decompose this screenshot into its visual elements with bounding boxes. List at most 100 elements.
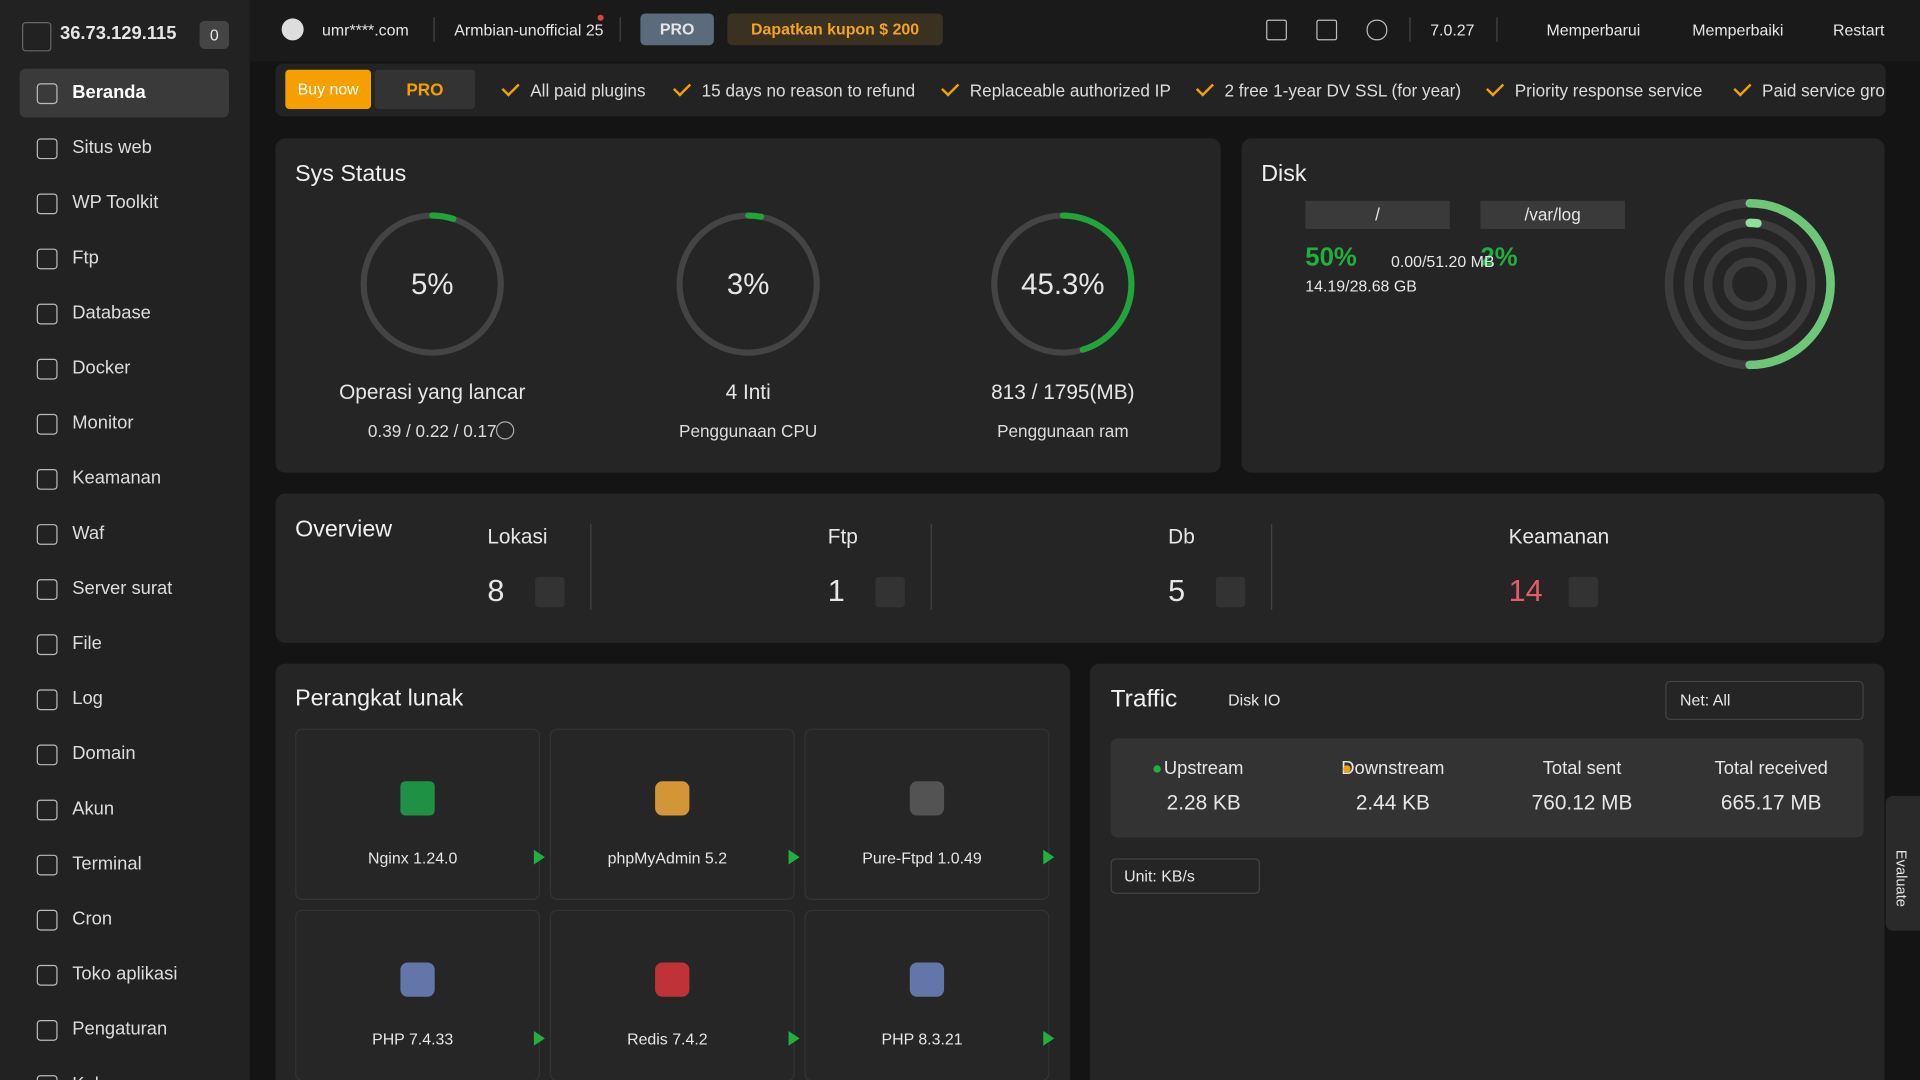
gauge-value: [1664, 198, 1835, 370]
software-icon: [655, 962, 690, 997]
mount-path[interactable]: /var/log: [1480, 200, 1625, 229]
gauge-label: 3%: [726, 268, 770, 302]
menu-label: Terminal: [72, 853, 142, 875]
icon[interactable]: [1266, 19, 1287, 41]
menu-item[interactable]: Situs web: [20, 124, 229, 173]
feature: 2 free 1-year DV SSL (for year): [1224, 80, 1462, 101]
menu-label: File: [72, 633, 102, 654]
legend-dot: [1153, 765, 1161, 773]
menu-item[interactable]: Waf: [20, 509, 229, 558]
pro-badge[interactable]: PRO: [640, 13, 714, 46]
coupon[interactable]: Dapatkan kupon $ 200: [727, 13, 943, 46]
arrow-button[interactable]: [1568, 576, 1598, 608]
check-icon: [501, 78, 520, 97]
play-icon[interactable]: [533, 849, 545, 865]
menu-label: Keluar: [72, 1074, 125, 1080]
menu-label: WP Toolkit: [72, 192, 159, 214]
divider: [930, 524, 932, 610]
traffic-card: Traffic Disk IO Net: All Upstream 2.28 KB…: [1089, 663, 1885, 1080]
menu-item[interactable]: Pengaturan: [20, 1005, 229, 1054]
software-icon: [400, 781, 435, 816]
menu-label: Keamanan: [72, 467, 162, 489]
menu-icon: [36, 689, 58, 711]
play-icon[interactable]: [788, 1031, 800, 1046]
menu-item[interactable]: Docker: [20, 344, 229, 393]
help-icon[interactable]: [495, 421, 515, 440]
menu-item[interactable]: Keamanan: [20, 454, 229, 503]
icon[interactable]: [1366, 19, 1388, 41]
update[interactable]: Memperbarui: [1546, 20, 1641, 40]
menu-icon: [36, 413, 58, 435]
icon[interactable]: [1316, 19, 1338, 41]
restart[interactable]: Restart: [1833, 20, 1885, 40]
software-tile[interactable]: Redis 7.4.2: [549, 909, 800, 1080]
menu-icon: [36, 248, 58, 270]
menu-icon: [36, 579, 58, 601]
software-label: PHP 7.4.33: [372, 1029, 454, 1049]
evaluate-tab[interactable]: Evaluate: [1885, 795, 1920, 931]
unit-select[interactable]: Unit: KB/s: [1110, 858, 1261, 894]
user[interactable]: umr****.com: [322, 20, 409, 40]
mount-percent: 2%: [1480, 243, 1518, 272]
play-icon[interactable]: [788, 849, 800, 865]
menu-item[interactable]: Terminal: [20, 840, 229, 889]
menu-item[interactable]: Server surat: [20, 564, 229, 613]
overview-label: Ftp: [827, 525, 858, 549]
software-icon: [655, 781, 690, 816]
software-tile[interactable]: Pure-Ftpd 1.0.49: [804, 728, 1055, 901]
repair[interactable]: Memperbaiki: [1692, 20, 1784, 40]
tab[interactable]: Disk IO: [1228, 690, 1281, 709]
card-title: Perangkat lunak: [295, 685, 464, 712]
gauge-label: 5%: [411, 268, 454, 302]
play-icon[interactable]: [1043, 849, 1055, 865]
play-icon[interactable]: [533, 1031, 545, 1046]
play-icon[interactable]: [1043, 1031, 1055, 1046]
avatar: [281, 18, 304, 41]
menu-item[interactable]: Cron: [20, 895, 229, 944]
mount-usage: 0.00/51.20 MB: [1391, 252, 1495, 271]
gauge-label: 45.3%: [1021, 268, 1105, 302]
software-tile[interactable]: PHP 8.3.21: [804, 909, 1055, 1080]
menu-item[interactable]: Keluar: [20, 1060, 229, 1080]
software-tile[interactable]: Nginx 1.24.0: [295, 728, 545, 901]
evaluate-label: Evaluate: [1893, 849, 1911, 907]
menu-label: Log: [72, 688, 103, 709]
disk-card: Disk / 50% 14.19/28.68 GB/var/log 2% 0.00/51…: [1241, 138, 1885, 473]
software-tile[interactable]: phpMyAdmin 5.2: [549, 728, 800, 901]
gauge-title: 4 Inti: [725, 380, 771, 405]
menu-item[interactable]: Database: [20, 289, 229, 338]
software-tile[interactable]: PHP 7.4.33: [295, 909, 545, 1080]
graphic: [676, 212, 820, 356]
check-icon: [1486, 78, 1505, 97]
mount-path[interactable]: /: [1305, 200, 1450, 229]
promo-bar: Buy now PRO All paid plugins 15 days no r…: [275, 63, 1886, 117]
card-title: Disk: [1261, 161, 1307, 188]
menu-icon: [36, 744, 58, 766]
overview-label: Db: [1168, 525, 1195, 549]
menu-label: Monitor: [72, 412, 134, 434]
arrow-button[interactable]: [875, 576, 905, 608]
gauge-value: [991, 212, 1135, 356]
menu-label: Server surat: [72, 577, 173, 599]
gauge-value: [360, 212, 504, 356]
stats-box: Upstream 2.28 KB Downstream 2.44 KB Total se…: [1110, 738, 1864, 838]
menu-item[interactable]: Domain: [20, 730, 229, 779]
badge[interactable]: 0: [199, 20, 229, 49]
menu-icon: [36, 1075, 58, 1080]
buy-now[interactable]: Buy now: [285, 69, 372, 109]
menu-item[interactable]: Beranda: [19, 68, 229, 118]
menu-item[interactable]: WP Toolkit: [20, 179, 229, 228]
arrow-button[interactable]: [1215, 576, 1246, 608]
stat-label: Total received: [1714, 757, 1828, 779]
menu-item[interactable]: Monitor: [20, 399, 229, 448]
gauge-title: Operasi yang lancar: [339, 380, 526, 405]
menu-item[interactable]: Log: [20, 675, 229, 724]
arrow-button[interactable]: [535, 576, 565, 608]
gauge-value: [1684, 218, 1816, 350]
feature: All paid plugins: [530, 80, 646, 101]
menu-item[interactable]: Toko aplikasi: [20, 950, 229, 999]
menu-item[interactable]: Ftp: [20, 234, 229, 283]
menu-item[interactable]: File: [20, 620, 229, 669]
menu-item[interactable]: Akun: [20, 785, 229, 834]
net-select[interactable]: Net: All: [1665, 680, 1864, 721]
